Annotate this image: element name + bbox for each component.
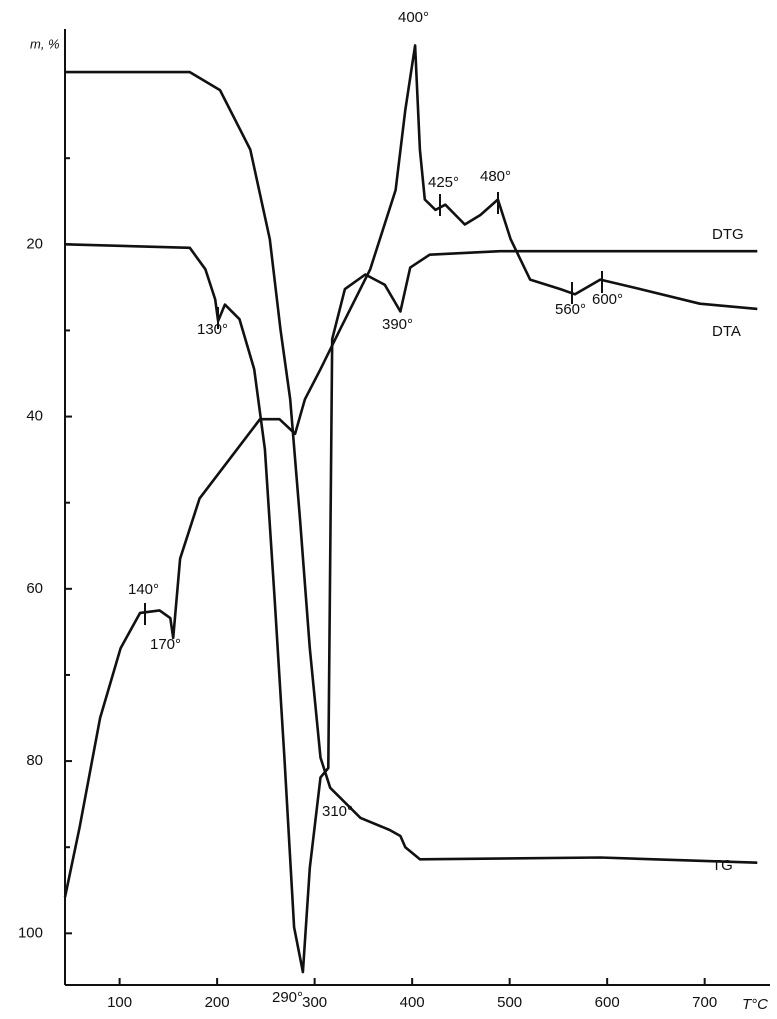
- y-axis-label: m, %: [30, 36, 60, 51]
- annotation: 390°: [382, 316, 413, 333]
- y-tick-label: 20: [26, 235, 43, 252]
- y-tick-label: 40: [26, 408, 43, 425]
- y-tick-label: 100: [18, 924, 43, 941]
- y-tick-label: 60: [26, 580, 43, 597]
- annotation: 310°: [322, 803, 353, 820]
- x-tick-label: 400: [400, 994, 425, 1011]
- x-tick-label: 500: [497, 994, 522, 1011]
- annotation: 600°: [592, 291, 623, 308]
- annotation: 560°: [555, 301, 586, 318]
- annotation: 400°: [398, 9, 429, 26]
- x-tick-label: 600: [595, 994, 620, 1011]
- series-label: DTG: [712, 226, 744, 243]
- annotation: 480°: [480, 168, 511, 185]
- series-label: DTA: [712, 323, 741, 340]
- annotation: 140°: [128, 581, 159, 598]
- annotation: 425°: [428, 174, 459, 191]
- series-line: [65, 70, 758, 864]
- series-label: TG: [712, 857, 733, 874]
- y-tick-label: 80: [26, 752, 43, 769]
- annotation: 170°: [150, 636, 181, 653]
- x-tick-label: 300: [302, 994, 327, 1011]
- x-tick-label: 700: [692, 994, 717, 1011]
- annotation: 130°: [197, 321, 228, 338]
- series-line: [64, 243, 758, 974]
- annotation: 290°: [272, 989, 303, 1006]
- series-line: [63, 44, 758, 898]
- x-tick-label: 200: [205, 994, 230, 1011]
- x-axis-label: T°C: [742, 996, 768, 1013]
- x-tick-label: 100: [107, 994, 132, 1011]
